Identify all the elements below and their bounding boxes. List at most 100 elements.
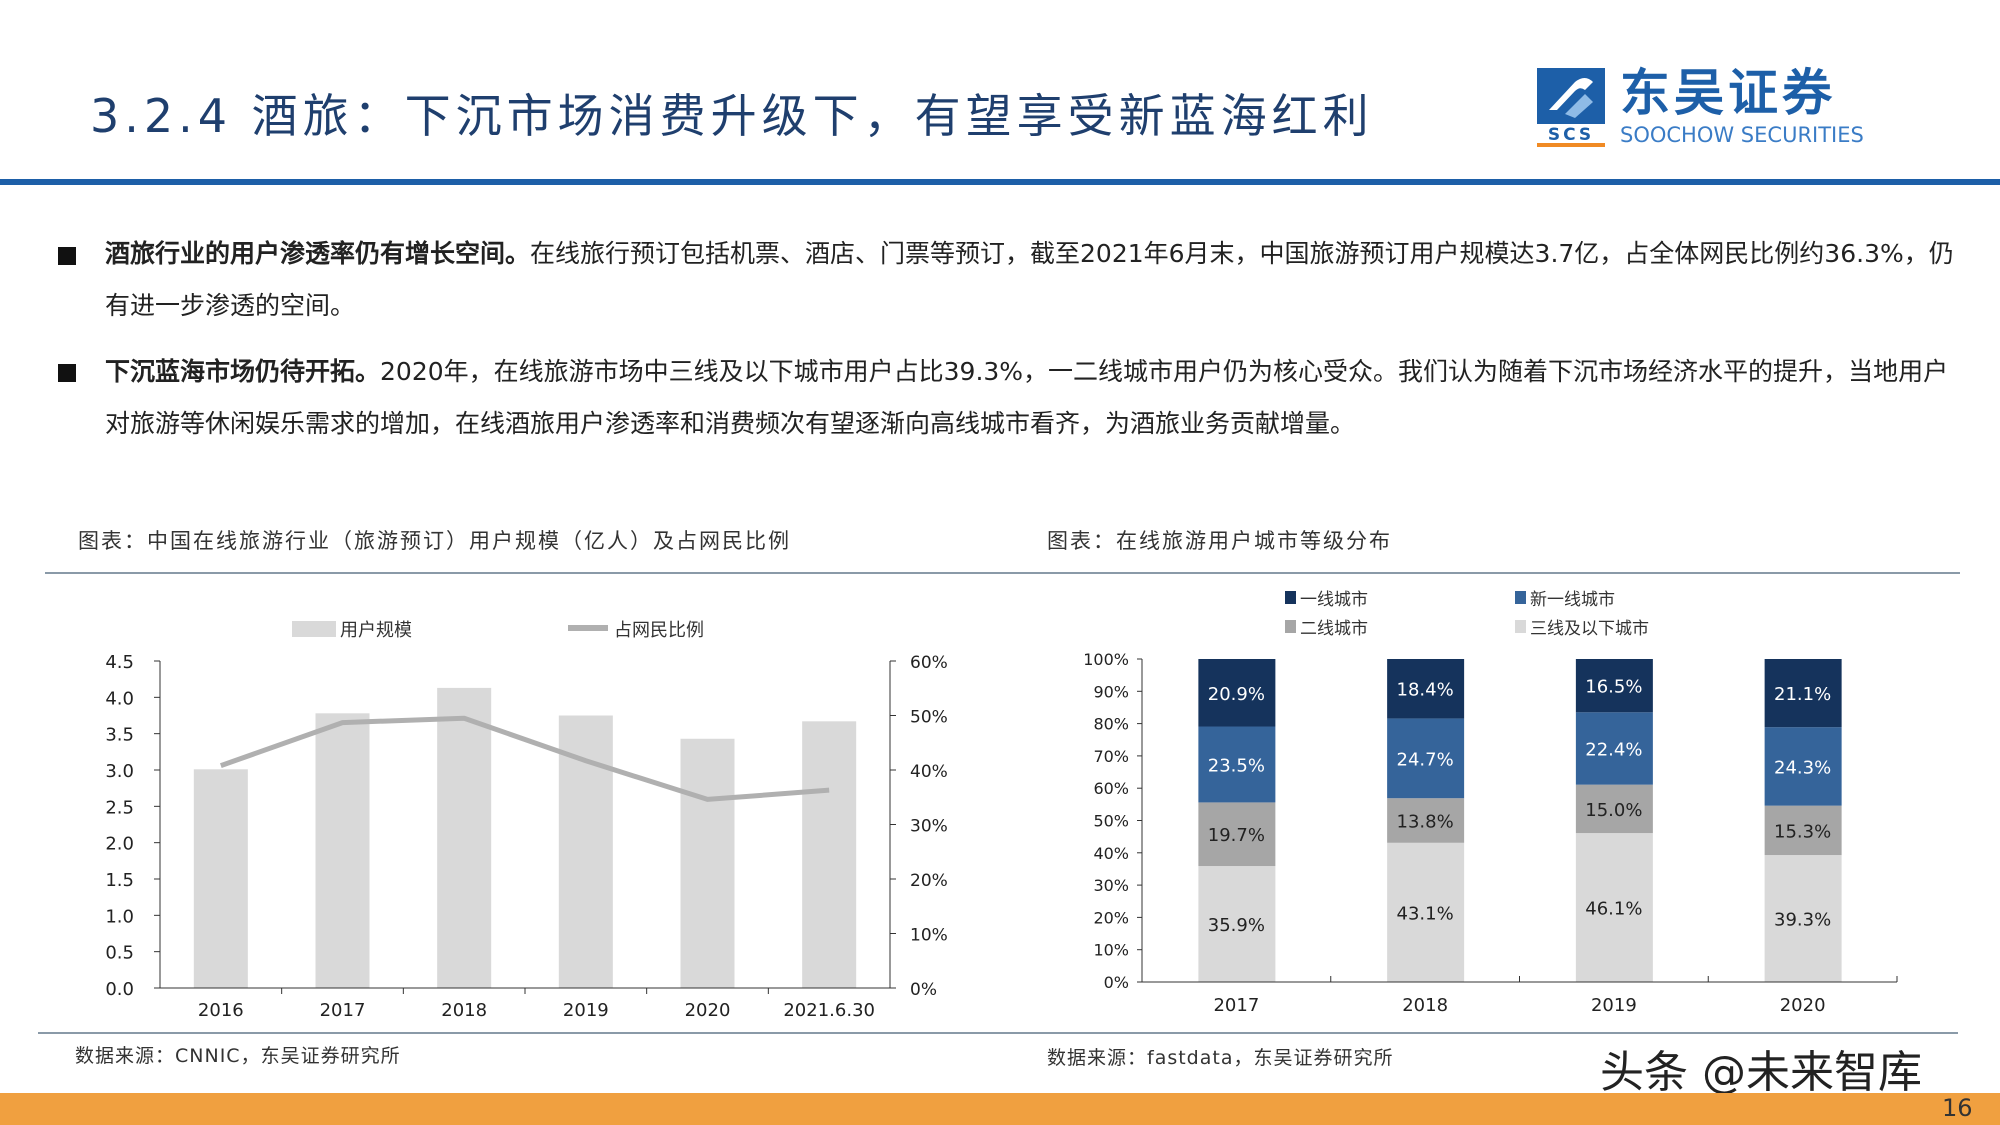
data-label: 43.1%: [1397, 903, 1454, 924]
y-tick-label: 100%: [1083, 650, 1129, 669]
y-tick-label: 20%: [1093, 908, 1129, 927]
y-tick-label: 80%: [1093, 715, 1129, 734]
user-scale-chart: 用户规模 占网民比例 2016 2017 2018 2019 2020 2021.6.30 0.…: [105, 620, 948, 1021]
line-series: [219, 715, 830, 802]
bar-segment: [1764, 727, 1842, 806]
chart-left-source: 数据来源：CNNIC，东吴证券研究所: [75, 1045, 401, 1067]
bar: [315, 713, 370, 988]
bullet-text: 在线旅行预订包括机票、酒店、门票等预订，截至2021年6月末，中国旅游预订用户规…: [105, 239, 1954, 320]
page-title: 3.2.4 酒旅：下沉市场消费升级下，有望享受新蓝海红利: [90, 89, 1374, 143]
data-label: 15.3%: [1774, 821, 1831, 842]
x-tick-label: 2016: [198, 1000, 244, 1021]
x-tick-label: 2017: [320, 1000, 366, 1021]
y2-tick-label: 0%: [910, 980, 937, 1000]
bullet-text: 2020年，在线旅游市场中三线及以下城市用户占比39.3%，一二线城市用户仍为核…: [105, 357, 1949, 438]
logo-name-en: SOOCHOW SECURITIES: [1620, 123, 1864, 147]
data-label: 16.5%: [1585, 677, 1642, 698]
bar-segment: [1575, 833, 1653, 982]
y-tick-label: 10%: [1093, 941, 1129, 960]
x-tick-label: 2019: [1591, 995, 1637, 1016]
y-tick-label: 50%: [1093, 812, 1129, 831]
svg-text:SCS: SCS: [1548, 125, 1594, 145]
bar-segment: [1575, 712, 1653, 785]
bar: [802, 721, 857, 988]
logo-name-cn: 东吴证券: [1620, 64, 1836, 122]
x-tick-label: 2019: [563, 1000, 609, 1021]
data-label: 35.9%: [1208, 915, 1265, 936]
y-tick-label: 0.5: [105, 943, 134, 964]
source-divider: [38, 1032, 1958, 1034]
x-tick-label: 2018: [1402, 995, 1448, 1016]
soochow-securities-logo: SCS 东吴证券 SOOCHOW SECURITIES: [1537, 64, 1864, 147]
y2-tick-label: 40%: [910, 762, 948, 782]
y-tick-label: 4.5: [105, 652, 134, 673]
y-tick-label: 60%: [1093, 779, 1129, 798]
bar-segment: [1764, 805, 1842, 856]
bar: [680, 738, 735, 988]
y2-tick-label: 30%: [910, 817, 948, 837]
legend-swatch: [1515, 620, 1526, 633]
bar-segment: [1198, 802, 1276, 867]
bar-segment: [1575, 659, 1653, 713]
bar-segment: [1575, 784, 1653, 834]
bar-segment: [1387, 798, 1465, 843]
y2-tick-label: 10%: [910, 926, 948, 946]
data-label: 23.5%: [1208, 755, 1265, 776]
bar-segment: [1387, 659, 1465, 719]
data-label: 22.4%: [1585, 739, 1642, 760]
bullet-marker: [58, 364, 76, 382]
bar-segment: [1387, 718, 1465, 799]
footer-bar: [0, 1093, 2000, 1125]
data-label: 46.1%: [1585, 899, 1642, 920]
legend-swatch: [1515, 591, 1526, 604]
legend-label: 三线及以下城市: [1530, 619, 1649, 639]
title-divider: [0, 179, 2000, 185]
data-label: 18.4%: [1397, 680, 1454, 701]
chart-right-caption: 图表：在线旅游用户城市等级分布: [1047, 529, 1392, 553]
y-tick-label: 70%: [1093, 747, 1129, 766]
x-tick-label: 2020: [685, 1000, 731, 1021]
data-label: 15.0%: [1585, 800, 1642, 821]
bar-segment: [1198, 726, 1276, 803]
data-label: 19.7%: [1208, 825, 1265, 846]
data-label: 39.3%: [1774, 910, 1831, 931]
legend-swatch: [1285, 620, 1296, 633]
legend-label: 新一线城市: [1530, 590, 1615, 610]
bar-segment: [1387, 842, 1465, 982]
data-label: 24.7%: [1397, 749, 1454, 770]
bar-segment: [1764, 659, 1842, 728]
y-tick-label: 30%: [1093, 876, 1129, 895]
data-label: 13.8%: [1397, 812, 1454, 833]
bar: [193, 769, 248, 988]
bullet-paragraph-1: 酒旅行业的用户渗透率仍有增长空间。在线旅行预订包括机票、酒店、门票等预订，截至2…: [105, 228, 1965, 332]
caption-divider: [45, 572, 1960, 574]
page-number: 16: [1942, 1094, 1973, 1122]
y-tick-label: 2.0: [105, 834, 134, 855]
watermark: 头条 @未来智库: [1600, 1047, 1922, 1098]
y2-tick-label: 60%: [910, 653, 948, 673]
legend-label: 二线城市: [1300, 619, 1368, 639]
data-label: 21.1%: [1774, 684, 1831, 705]
bullet-marker: [58, 247, 76, 265]
y-tick-label: 1.5: [105, 870, 134, 891]
bar-segment: [1198, 866, 1276, 982]
data-label: 24.3%: [1774, 757, 1831, 778]
x-tick-label: 2017: [1213, 995, 1259, 1016]
y-tick-label: 40%: [1093, 844, 1129, 863]
y-tick-label: 0.0: [105, 979, 134, 1000]
chart-right-source: 数据来源：fastdata，东吴证券研究所: [1047, 1047, 1394, 1069]
legend-swatch: [1285, 591, 1296, 604]
bar-segment: [1764, 855, 1842, 982]
y-tick-label: 2.5: [105, 797, 134, 818]
legend-label: 一线城市: [1300, 590, 1368, 610]
legend-label: 用户规模: [340, 620, 412, 641]
x-tick-label: 2020: [1780, 995, 1826, 1016]
y2-tick-label: 20%: [910, 871, 948, 891]
data-label: 20.9%: [1208, 684, 1265, 705]
legend-label: 占网民比例: [614, 620, 704, 641]
bullet-paragraph-2: 下沉蓝海市场仍待开拓。2020年，在线旅游市场中三线及以下城市用户占比39.3%…: [105, 346, 1965, 450]
y-tick-label: 1.0: [105, 906, 134, 927]
y-tick-label: 0%: [1104, 973, 1129, 992]
x-tick-label: 2018: [441, 1000, 487, 1021]
